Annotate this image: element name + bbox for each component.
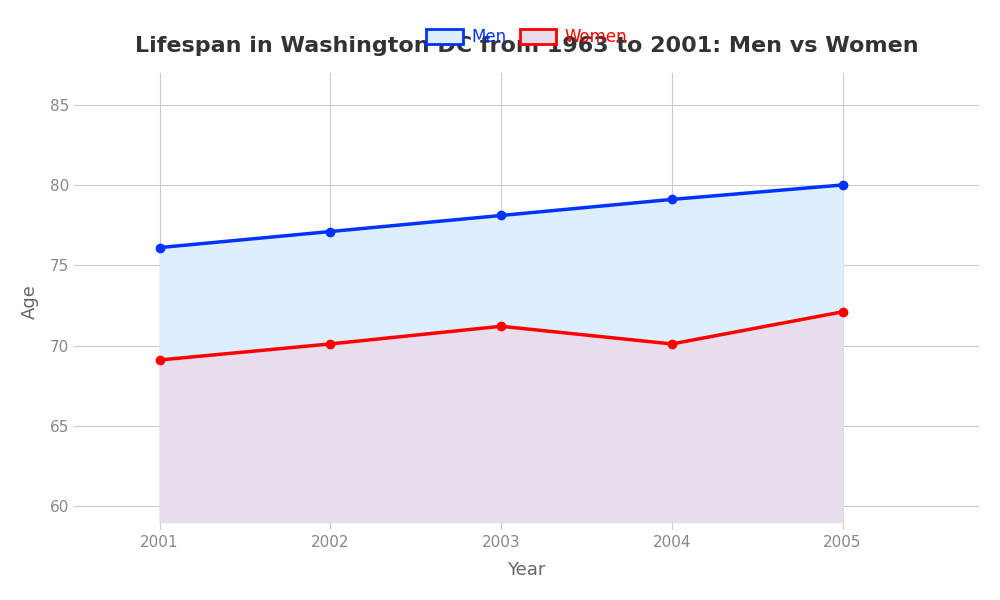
X-axis label: Year: Year [507,561,546,579]
Y-axis label: Age: Age [21,284,39,319]
Title: Lifespan in Washington DC from 1963 to 2001: Men vs Women: Lifespan in Washington DC from 1963 to 2… [135,36,918,56]
Legend: Men, Women: Men, Women [419,22,634,53]
